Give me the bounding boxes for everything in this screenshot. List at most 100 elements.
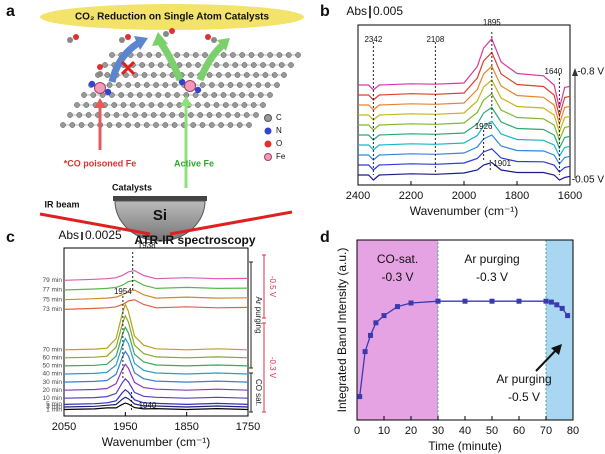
c-atom: [185, 62, 192, 68]
x-tick-label: 60: [513, 425, 525, 437]
point: [565, 313, 571, 319]
c-atom: [148, 102, 155, 108]
series-label: 50 min: [42, 363, 62, 370]
series-label: 3 min: [46, 404, 62, 411]
c-atom: [246, 122, 252, 128]
c-atom: [141, 112, 148, 118]
c-atom: [234, 112, 241, 118]
schematic: a CO₂ Reduction on Single Atom Catalysts…: [6, 3, 304, 247]
panel-label: d: [320, 229, 330, 246]
x-tick-label: 0: [354, 425, 360, 437]
c-atom: [241, 62, 248, 68]
c-atom: [188, 112, 194, 118]
method-label: ATR-IR spectroscopy: [134, 233, 255, 247]
voltage-label: -0.05 V: [572, 175, 605, 186]
point: [489, 298, 495, 304]
c-atom: [232, 62, 239, 68]
c-atom: [162, 122, 169, 128]
c-atom: [123, 72, 129, 78]
c-atom: [129, 102, 136, 108]
spectrum: [63, 363, 249, 391]
c-atom: [192, 92, 199, 98]
n-atom: [178, 78, 186, 86]
panel-label: b: [320, 3, 330, 20]
region-label: -0.5 V: [508, 390, 540, 404]
c-atom: [171, 122, 178, 128]
c-atom: [239, 92, 245, 98]
peak-label: 1901: [493, 159, 511, 168]
point: [516, 298, 522, 304]
catalysts-label: Catalysts: [112, 182, 152, 192]
arrowhead: [134, 36, 148, 50]
c-atom: [239, 52, 246, 58]
c-atom: [76, 112, 83, 118]
legend-swatch: [264, 127, 272, 135]
region-pointer: [535, 347, 559, 372]
c-atom: [225, 112, 231, 118]
point: [395, 304, 400, 310]
c-atom: [223, 62, 229, 68]
legend-label: Fe: [276, 152, 286, 161]
c-atom: [157, 62, 164, 68]
c-atom: [211, 92, 218, 98]
c-atom: [160, 72, 166, 78]
c-atom: [146, 52, 153, 58]
region-label: -0.3 V: [381, 270, 413, 284]
c-atom: [102, 62, 108, 68]
c-atom: [104, 72, 111, 78]
region-label: -0.3 V: [476, 270, 508, 284]
series-label: 75 min: [42, 296, 62, 303]
peak-label: 1640: [545, 67, 563, 76]
point: [559, 305, 565, 311]
spectrum: [63, 269, 249, 281]
c-atom: [81, 92, 87, 98]
peak-label: 1926: [475, 122, 493, 131]
arrowhead: [152, 32, 168, 46]
c-atom: [60, 122, 66, 128]
point: [543, 298, 549, 304]
c-atom: [202, 52, 208, 58]
c-atom: [136, 92, 143, 98]
x-tick-label: 80: [567, 425, 579, 437]
c-atom: [206, 72, 213, 78]
title-banner: [40, 4, 304, 30]
peak-label: 2108: [426, 35, 444, 44]
spectrum: [63, 350, 249, 383]
c-atom: [137, 52, 143, 58]
c-atom: [246, 82, 252, 88]
c-atom: [153, 122, 159, 128]
c-atom: [192, 52, 199, 58]
active-label: Active Fe: [174, 158, 214, 168]
point: [435, 298, 441, 304]
spectrum: [358, 37, 571, 109]
plot-frame: [63, 247, 249, 417]
c-atom: [178, 112, 185, 118]
c-atom: [90, 92, 97, 98]
x-tick-label: 1750: [236, 421, 260, 433]
c-atom: [232, 102, 238, 108]
c-atom: [213, 102, 220, 108]
c-atom: [153, 82, 159, 88]
spectrum: [63, 279, 249, 291]
c-atom: [278, 62, 285, 68]
c-atom: [115, 122, 122, 128]
peak-label: 1938: [138, 241, 156, 250]
c-atom: [195, 62, 201, 68]
condition-label: -0.3 V: [268, 357, 277, 379]
spectrum: [63, 314, 249, 359]
c-atom: [225, 72, 232, 78]
series-label: 1 min: [46, 406, 62, 413]
series-label: 40 min: [42, 371, 62, 378]
c-atom: [106, 122, 113, 128]
c-atom: [208, 122, 215, 128]
c-atom: [118, 92, 125, 98]
c-atom: [120, 102, 127, 108]
c-atom: [162, 82, 169, 88]
c-atom: [150, 112, 157, 118]
x-axis-title: Wavenumber (cm⁻¹): [102, 435, 211, 449]
condition-label: Ar purging: [254, 297, 263, 334]
spectrum: [358, 79, 571, 134]
x-tick-label: 10: [378, 425, 390, 437]
voltage-label: -0.8 V: [577, 67, 604, 78]
c-atom: [248, 92, 255, 98]
